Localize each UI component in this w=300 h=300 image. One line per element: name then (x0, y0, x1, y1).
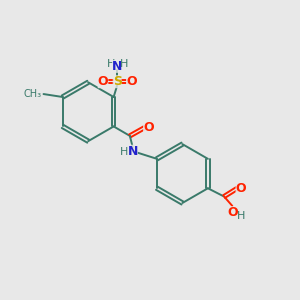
Text: O: O (227, 206, 238, 219)
Text: N: N (112, 60, 122, 73)
Text: S: S (113, 75, 122, 88)
Text: O: O (98, 75, 108, 88)
Text: O: O (236, 182, 246, 195)
Text: H: H (236, 211, 245, 221)
Text: H: H (120, 147, 129, 157)
Text: CH₃: CH₃ (23, 89, 41, 99)
Text: H: H (106, 59, 115, 69)
Text: O: O (143, 121, 154, 134)
Text: O: O (126, 75, 136, 88)
Text: H: H (119, 59, 128, 69)
Text: N: N (128, 145, 138, 158)
